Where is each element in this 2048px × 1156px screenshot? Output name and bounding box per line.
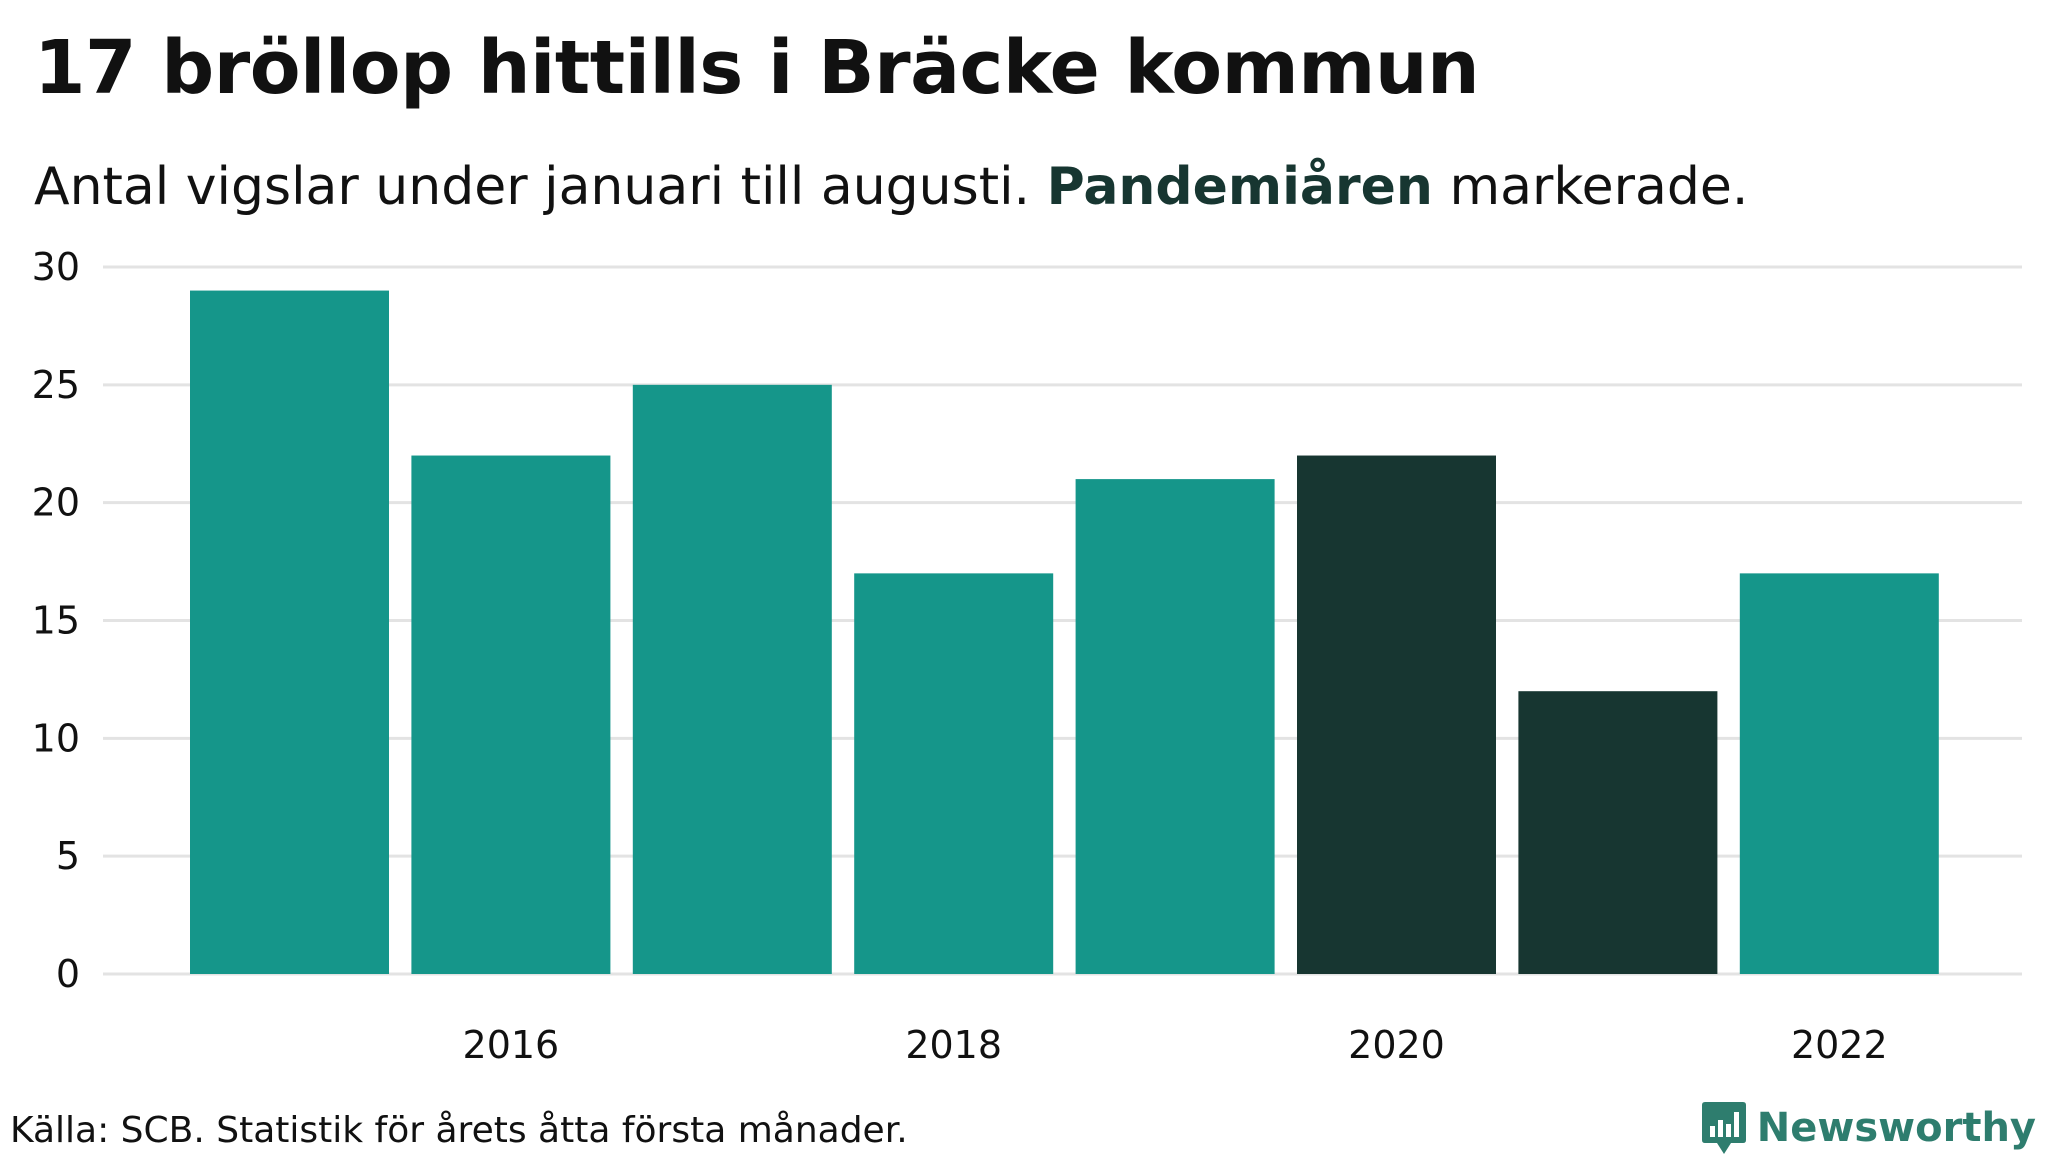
bar-2019 xyxy=(1075,479,1275,974)
y-tick-label-20: 20 xyxy=(32,481,80,525)
y-tick-label-30: 30 xyxy=(32,245,80,289)
bar-2016 xyxy=(411,455,611,974)
x-tick-label-2022: 2022 xyxy=(1791,1023,1888,1067)
brand-name: Newsworthy xyxy=(1756,1105,2036,1151)
x-tick-label-2016: 2016 xyxy=(463,1023,560,1067)
bar-2020 xyxy=(1297,455,1496,974)
bar-2015 xyxy=(190,290,389,975)
y-tick-label-10: 10 xyxy=(32,716,80,760)
x-tick-label-2018: 2018 xyxy=(905,1023,1002,1067)
bar-2017 xyxy=(632,384,832,974)
subtitle-text: Antal vigslar under januari till augusti… xyxy=(34,157,1047,217)
chart-subtitle: Antal vigslar under januari till augusti… xyxy=(34,152,1748,222)
brand-logo: Newsworthy xyxy=(1701,1100,2036,1156)
bar-2018 xyxy=(854,573,1054,974)
bar-2021 xyxy=(1518,691,1718,974)
y-tick-label-15: 15 xyxy=(32,599,80,643)
subtitle-highlight: Pandemiåren xyxy=(1046,157,1433,217)
chart-title: 17 bröllop hittills i Bräcke kommun xyxy=(34,25,1480,111)
newsworthy-logo-icon xyxy=(1701,1102,1746,1154)
bar-2022 xyxy=(1739,573,1939,974)
y-tick-label-25: 25 xyxy=(32,363,80,407)
y-tick-label-0: 0 xyxy=(56,952,80,996)
source-note: Källa: SCB. Statistik för årets åtta för… xyxy=(10,1110,908,1151)
x-tick-label-2020: 2020 xyxy=(1348,1023,1445,1067)
subtitle-text-end: markerade. xyxy=(1432,157,1749,217)
y-tick-label-5: 5 xyxy=(56,834,80,878)
